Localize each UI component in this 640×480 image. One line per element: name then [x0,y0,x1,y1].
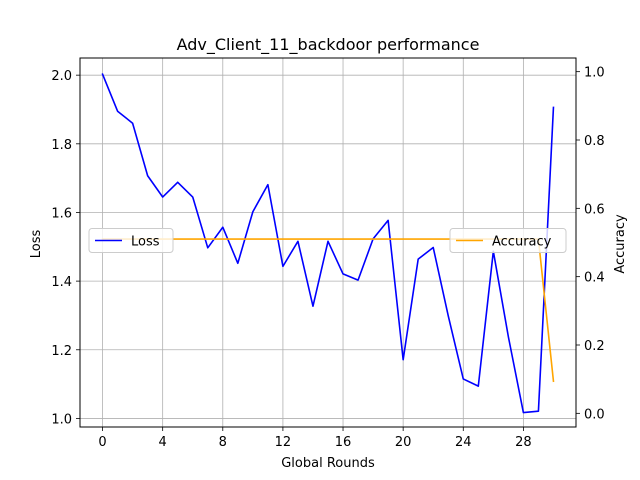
y-tick-label-left: 1.8 [51,138,72,153]
y-tick-label-right: 0.8 [584,134,605,149]
chart-title: Adv_Client_11_backdoor performance [177,35,480,55]
legend-box [88,228,174,253]
y-tick-label-left: 2.0 [51,69,72,84]
y-tick-label-left: 1.6 [51,206,72,221]
x-tick-label: 12 [275,435,292,450]
legend-label: Accuracy [492,235,552,250]
y-tick-label-right: 1.0 [584,66,605,81]
x-tick-label: 0 [98,435,106,450]
legend-accuracy: Accuracy [449,228,567,253]
legends: Loss Accuracy [88,228,567,253]
y-tick-label-right: 0.2 [584,339,605,354]
x-tick-label: 24 [455,435,472,450]
y-tick-label-right: 0.6 [584,202,605,217]
x-tick-label: 20 [395,435,412,450]
grid [80,58,576,427]
legend-loss: Loss [88,228,174,253]
series-line-loss [101,73,555,414]
x-tick-label: 28 [515,435,532,450]
x-tick-label: 16 [335,435,352,450]
y-tick-label-left: 1.2 [51,344,72,359]
x-axis-label: Global Rounds [281,456,375,471]
plot-frame [79,57,577,428]
y-axis-label-left: Loss [29,230,44,259]
y-tick-label-left: 1.4 [51,275,72,290]
y-tick-label-right: 0.4 [584,271,605,286]
legend-box [449,228,567,253]
x-tick-label: 8 [219,435,227,450]
y-axis-label-right: Accuracy [613,214,628,274]
y-tick-label-left: 1.0 [51,412,72,427]
axes: 0 4 8 12 16 20 24 28 1.0 1.2 1.4 1.6 1.8 2.0 0.0 0.2 0.4… [51,66,604,450]
x-tick-label: 4 [159,435,167,450]
legend-label: Loss [131,235,160,250]
y-tick-label-right: 0.0 [584,407,605,422]
